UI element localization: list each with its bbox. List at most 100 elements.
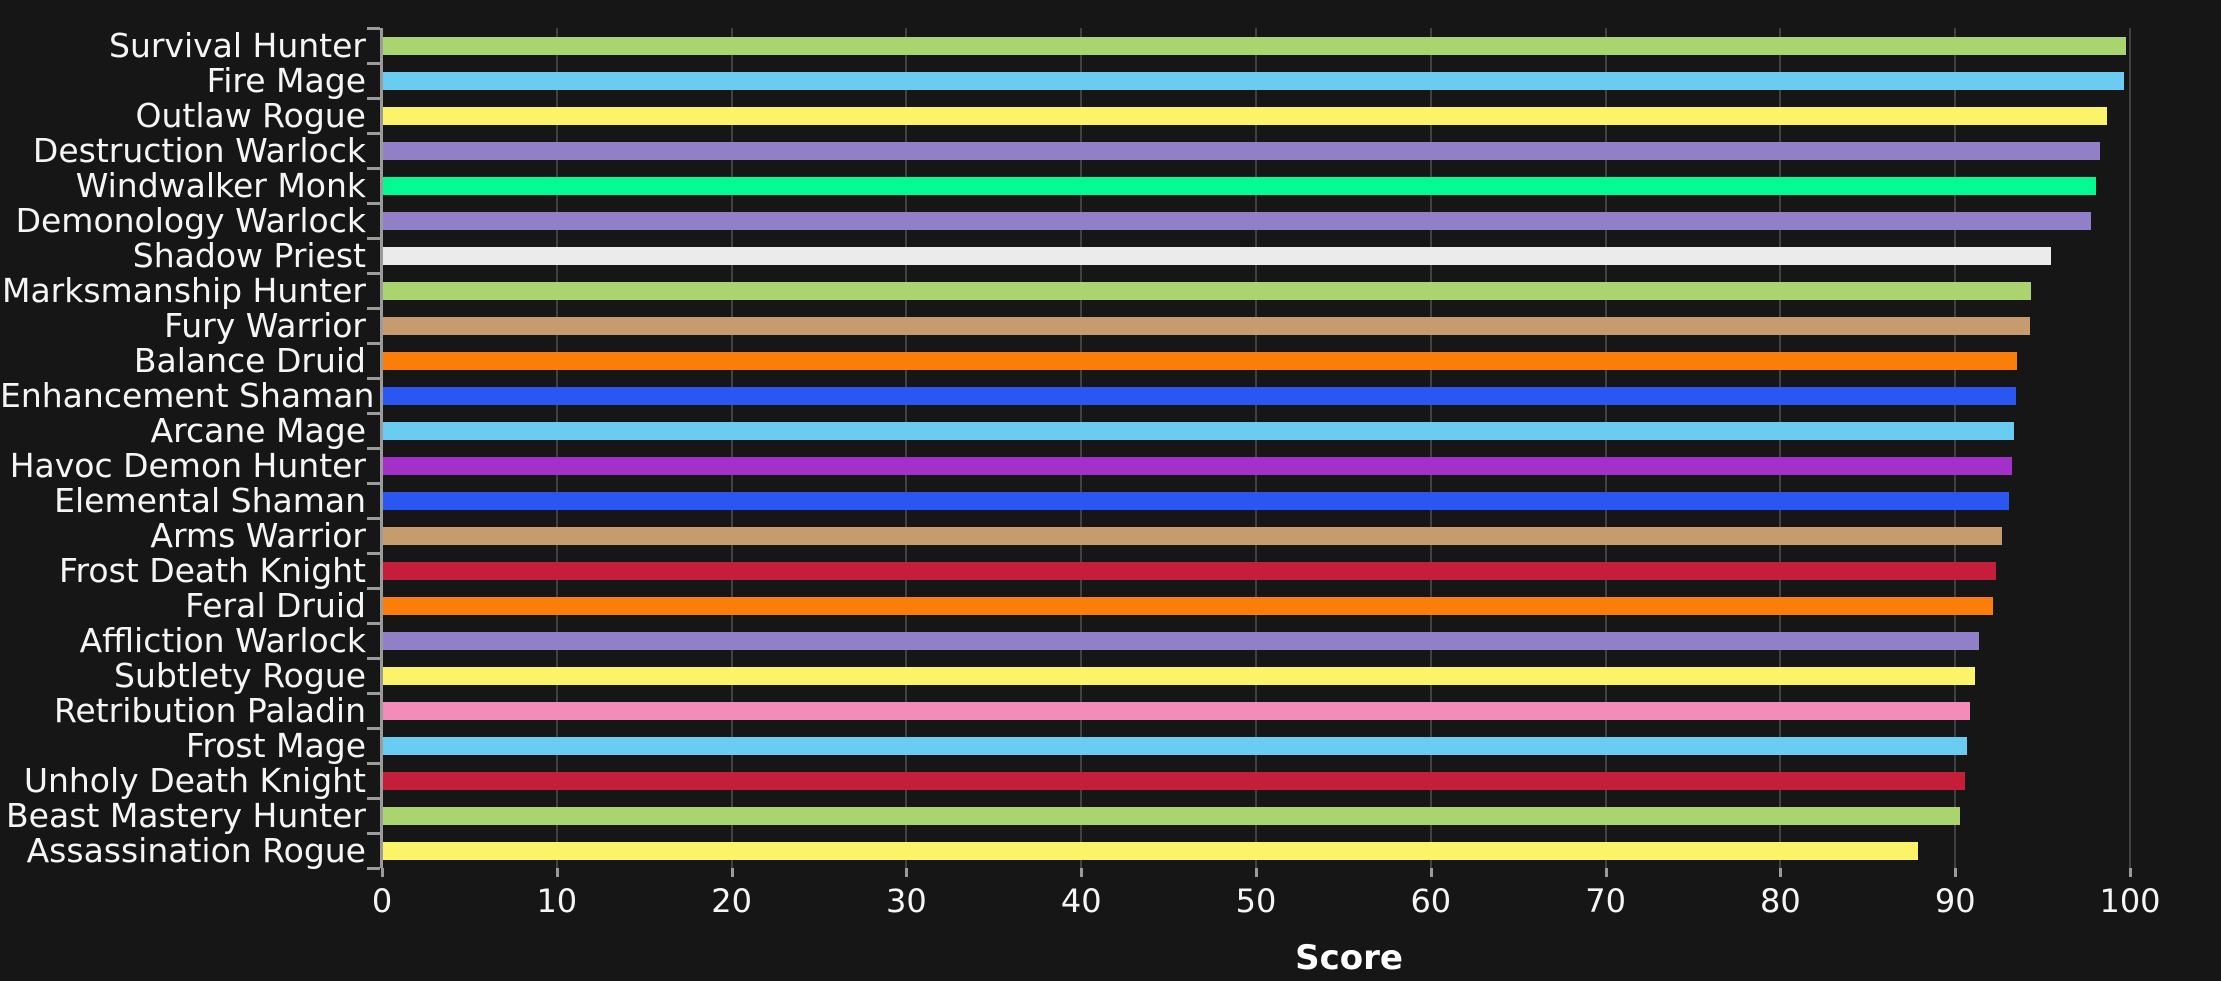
x-tick-90: [1954, 868, 1958, 877]
bar: [383, 281, 2032, 300]
x-tick-50: [1255, 868, 1258, 877]
x-tick-20: [730, 868, 734, 877]
x-tick-label-90: 90: [1934, 882, 1976, 920]
category-label: Retribution Paladin: [53, 691, 366, 730]
gridline-100: [2129, 28, 2131, 868]
bar: [383, 526, 2002, 545]
category-label: Elemental Shaman: [54, 481, 366, 520]
x-tick-label-30: 30: [886, 882, 927, 920]
category-label: Shadow Priest: [132, 236, 366, 275]
y-tick: [367, 237, 380, 240]
x-tick-10: [555, 868, 559, 877]
category-label: Fury Warrior: [164, 306, 366, 345]
bar: [383, 106, 2107, 125]
bar: [383, 841, 1918, 860]
y-tick: [367, 272, 380, 275]
category-label: Marksmanship Hunter: [1, 271, 366, 310]
y-tick: [367, 517, 380, 520]
bar: [383, 176, 2097, 195]
x-tick-100: [2129, 868, 2132, 877]
bar: [383, 246, 2051, 265]
x-tick-label-100: 100: [2099, 882, 2161, 920]
bar: [383, 386, 2016, 405]
category-label: Arcane Mage: [150, 411, 366, 450]
gridline-50: [1255, 28, 1257, 868]
bar: [383, 596, 1993, 615]
category-label: Survival Hunter: [109, 26, 366, 65]
bar: [383, 316, 2030, 335]
x-tick-30: [905, 868, 909, 877]
y-tick: [367, 482, 380, 485]
bar: [383, 736, 1967, 755]
y-tick: [367, 692, 380, 695]
gridline-80: [1779, 28, 1782, 868]
bar: [383, 491, 2009, 510]
category-label: Unholy Death Knight: [23, 761, 366, 800]
plot-area: [367, 27, 2221, 877]
category-label: Arms Warrior: [150, 516, 366, 555]
x-tick-label-40: 40: [1060, 882, 1102, 920]
x-tick-60: [1429, 868, 1433, 877]
y-tick: [367, 132, 380, 135]
y-tick: [367, 167, 380, 170]
y-tick: [367, 62, 380, 65]
x-tick-label-70: 70: [1585, 882, 1626, 920]
y-tick: [367, 622, 380, 625]
category-label: Beast Mastery Hunter: [6, 796, 366, 835]
category-label: Subtlety Rogue: [114, 656, 366, 695]
y-tick: [367, 377, 380, 380]
gridline-10: [555, 28, 558, 868]
y-tick: [367, 447, 380, 450]
x-tick-label-60: 60: [1410, 882, 1452, 920]
x-tick-label-10: 10: [536, 882, 578, 920]
y-tick: [367, 797, 380, 800]
x-axis-title: Score: [1295, 938, 1403, 978]
category-label: Assassination Rogue: [26, 831, 366, 870]
gridline-20: [730, 28, 733, 868]
y-tick: [367, 412, 380, 415]
bar: [383, 806, 1960, 825]
x-tick-80: [1779, 868, 1783, 877]
y-axis-spine: [380, 28, 383, 868]
category-label: Frost Mage: [185, 726, 366, 765]
category-label: Outlaw Rogue: [135, 96, 366, 135]
bar: [383, 701, 1971, 720]
y-tick: [367, 552, 380, 555]
bar: [383, 456, 2013, 475]
gridline-30: [905, 28, 908, 868]
x-tick-70: [1604, 868, 1608, 877]
y-tick: [367, 727, 380, 730]
y-tick: [367, 307, 380, 310]
category-label: Havoc Demon Hunter: [9, 446, 366, 485]
x-tick-label-80: 80: [1760, 882, 1801, 920]
x-tick-label-20: 20: [711, 882, 752, 920]
category-label: Feral Druid: [185, 586, 366, 625]
y-tick: [367, 587, 380, 590]
bar: [383, 351, 2018, 370]
bar: [383, 631, 1979, 650]
y-tick: [367, 97, 380, 100]
gridline-90: [1954, 28, 1957, 868]
gridline-40: [1080, 28, 1083, 868]
y-tick: [367, 202, 380, 205]
y-tick: [367, 867, 380, 870]
bar: [383, 71, 2124, 90]
x-tick-0: [381, 868, 384, 877]
y-tick: [367, 832, 380, 835]
y-tick: [367, 27, 380, 30]
y-tick: [367, 342, 380, 345]
category-label: Affliction Warlock: [79, 621, 366, 660]
bar: [383, 666, 1976, 685]
x-tick-label-50: 50: [1235, 882, 1277, 920]
category-label: Demonology Warlock: [15, 201, 366, 240]
x-tick-label-0: 0: [371, 882, 393, 920]
category-label: Destruction Warlock: [32, 131, 366, 170]
bar: [383, 211, 2091, 230]
category-label: Windwalker Monk: [75, 166, 366, 205]
gridline-70: [1604, 28, 1607, 868]
bar: [383, 36, 2126, 55]
category-label: Enhancement Shaman: [0, 376, 375, 415]
gridline-60: [1429, 28, 1432, 868]
category-label: Frost Death Knight: [58, 551, 366, 590]
